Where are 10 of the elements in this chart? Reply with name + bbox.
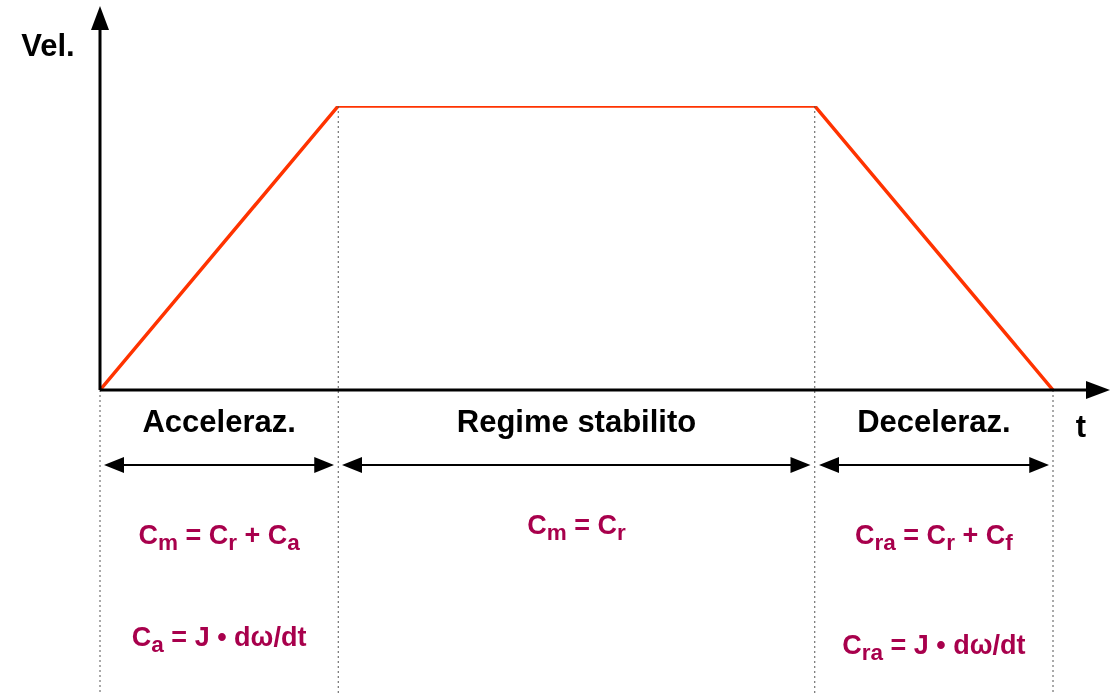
- text: Regime stabilito: [456, 404, 697, 440]
- text: C$_{m}$ = C$_{r}$: [527, 510, 626, 547]
- text: C$_{m}$ = C$_{r}$ + C$_{a}$: [138, 520, 300, 557]
- text: C$_{a}$ = J • dω/dt: [131, 622, 307, 659]
- text: Deceleraz.: [857, 404, 1011, 440]
- x-axis-title: t: [1075, 408, 1087, 444]
- text: C$_{ra}$ = J • dω/dt: [842, 630, 1026, 667]
- text: C$_{ra}$ = C$_{r}$ + C$_{f}$: [855, 520, 1013, 557]
- y-axis-title: Vel.: [21, 27, 75, 63]
- text: Acceleraz.: [142, 404, 296, 440]
